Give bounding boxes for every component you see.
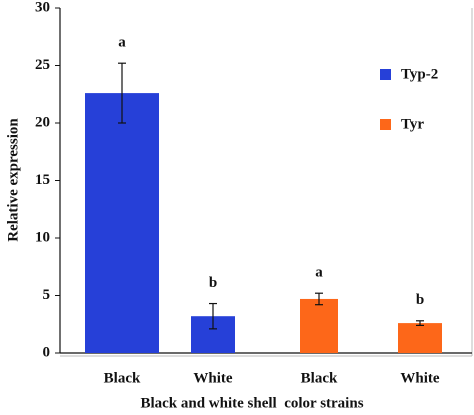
error-bar: [209, 302, 217, 330]
legend-label: Typ-2: [401, 66, 438, 82]
error-bar: [118, 62, 126, 124]
error-bar: [315, 292, 323, 306]
y-tick-label: 30: [35, 0, 50, 15]
y-tick-label: 25: [35, 57, 50, 73]
x-tick-label: Black: [104, 370, 141, 386]
x-tick-label: White: [400, 370, 440, 386]
bar: [300, 298, 338, 353]
x-tick-label: White: [193, 370, 233, 386]
x-tick-label: Black: [301, 370, 338, 386]
y-tick-label: 0: [43, 344, 51, 360]
y-tick-label: 15: [35, 172, 50, 188]
significance-label: b: [416, 292, 424, 308]
bar: [85, 93, 159, 353]
x-axis-label: Black and white shell color strains: [140, 395, 363, 411]
y-tick-label: 20: [35, 114, 50, 130]
legend-label: Tyr: [401, 116, 424, 132]
legend-swatch: [380, 69, 391, 80]
y-axis-label: Relative expression: [5, 118, 21, 242]
y-tick-label: 5: [43, 287, 51, 303]
significance-label: a: [118, 35, 126, 51]
y-tick-label: 10: [35, 229, 50, 245]
bar: [398, 323, 442, 353]
legend-swatch: [380, 119, 391, 130]
significance-label: a: [315, 265, 323, 281]
significance-label: b: [209, 275, 217, 291]
error-bar: [416, 320, 424, 326]
